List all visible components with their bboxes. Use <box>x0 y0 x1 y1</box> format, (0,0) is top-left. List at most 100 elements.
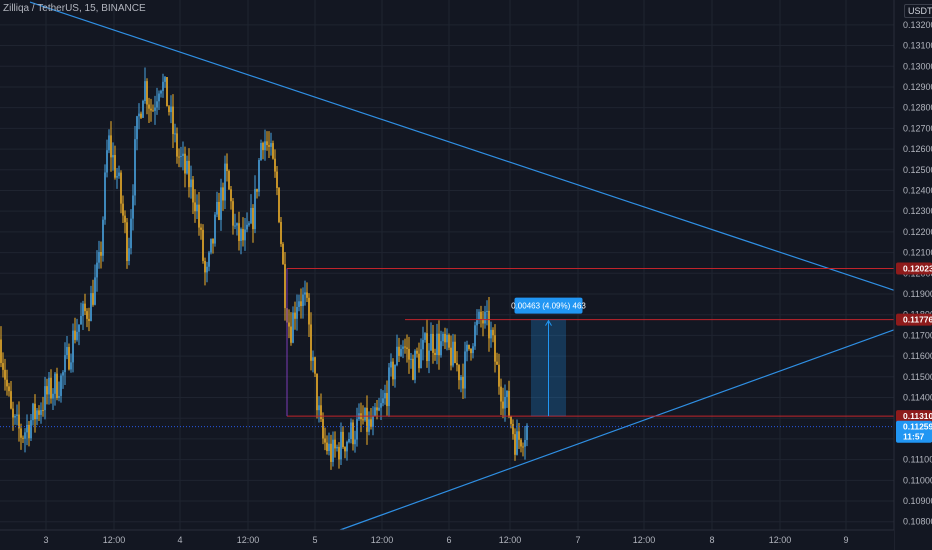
candle-body <box>284 264 286 309</box>
candle-body <box>412 358 414 380</box>
candle-body <box>30 420 32 439</box>
candle-body <box>234 225 236 227</box>
candle-body <box>178 156 180 158</box>
candle-body <box>20 428 22 438</box>
candle-body <box>466 344 468 352</box>
candle-body <box>436 333 438 356</box>
candle-body <box>42 410 44 412</box>
candle-body <box>376 407 378 411</box>
candle-body <box>220 187 222 220</box>
candle-body <box>442 333 444 342</box>
candle-body <box>184 153 186 174</box>
candle-body <box>368 419 370 432</box>
candle-body <box>110 135 112 158</box>
candle-body <box>108 135 110 151</box>
candle-body <box>504 396 506 409</box>
candle-body <box>236 223 238 226</box>
candle-body <box>248 223 250 225</box>
candle-body <box>198 204 200 228</box>
candle-body <box>66 347 68 356</box>
candle-body <box>126 222 128 262</box>
candle-body <box>456 363 458 366</box>
candle-body <box>254 189 256 230</box>
candle-body <box>398 346 400 356</box>
candle-body <box>168 106 170 113</box>
candle-body <box>364 407 366 421</box>
candle-body <box>72 330 74 363</box>
candle-body <box>226 163 228 171</box>
candle-body <box>244 229 246 241</box>
candle-body <box>312 357 314 361</box>
candle-body <box>400 348 402 356</box>
candle-body <box>314 357 316 374</box>
candle-body <box>420 349 422 369</box>
candle-body <box>228 170 230 190</box>
measure-arrowhead <box>545 319 552 326</box>
candle-body <box>298 301 300 307</box>
x-tick-label: 12:00 <box>103 535 126 545</box>
candle-body <box>162 81 164 91</box>
y-tick-label: 0.11100 <box>903 455 932 465</box>
candle-body <box>324 438 326 443</box>
candle-body <box>224 163 226 201</box>
currency-badge[interactable]: USDT <box>904 4 932 18</box>
candle-body <box>182 153 184 157</box>
candle-body <box>262 142 264 151</box>
candle-body <box>218 201 220 220</box>
candle-body <box>384 392 386 399</box>
candle-body <box>64 355 66 373</box>
candle-body <box>10 391 12 409</box>
candle-body <box>352 422 354 445</box>
candle-body <box>240 229 242 241</box>
candle-body <box>524 439 526 447</box>
candle-body <box>446 334 448 343</box>
candle-body <box>308 297 310 325</box>
x-tick-label: 7 <box>575 535 580 545</box>
candle-body <box>366 407 368 432</box>
candle-body <box>264 141 266 151</box>
candle-body <box>166 77 168 107</box>
candle-body <box>322 419 324 439</box>
candle-body <box>134 139 136 196</box>
x-tick-label: 12:00 <box>237 535 260 545</box>
candle-body <box>38 410 40 415</box>
candle-body <box>362 419 364 421</box>
candle-body <box>94 277 96 305</box>
candle-body <box>512 423 514 435</box>
candle-body <box>44 386 46 411</box>
candle-body <box>300 301 302 307</box>
candle-body <box>208 252 210 267</box>
candle-body <box>114 155 116 178</box>
candle-body <box>516 431 518 455</box>
candle-body <box>496 361 498 365</box>
candle-body <box>304 292 306 295</box>
trendline-upper <box>29 1 931 303</box>
candle-body <box>242 229 244 241</box>
candle-body <box>212 238 214 244</box>
candle-body <box>160 90 162 94</box>
current-price-badge <box>896 420 932 443</box>
candle-body <box>124 215 126 223</box>
candle-body <box>22 437 24 439</box>
countdown-label: 11:57 <box>903 432 925 442</box>
candle-body <box>526 425 528 440</box>
candle-body <box>418 353 420 369</box>
measure-tool: 0.00463 (4.09%) 463 <box>511 297 586 417</box>
candle-body <box>194 202 196 212</box>
candle-body <box>120 172 122 204</box>
candle-body <box>346 441 348 452</box>
candle-body <box>518 431 520 440</box>
time-axis-bg <box>0 530 894 550</box>
candle-body <box>330 443 332 462</box>
candle-body <box>68 347 70 370</box>
candle-body <box>490 329 492 339</box>
candle-body <box>464 351 466 389</box>
candle-body <box>408 348 410 360</box>
